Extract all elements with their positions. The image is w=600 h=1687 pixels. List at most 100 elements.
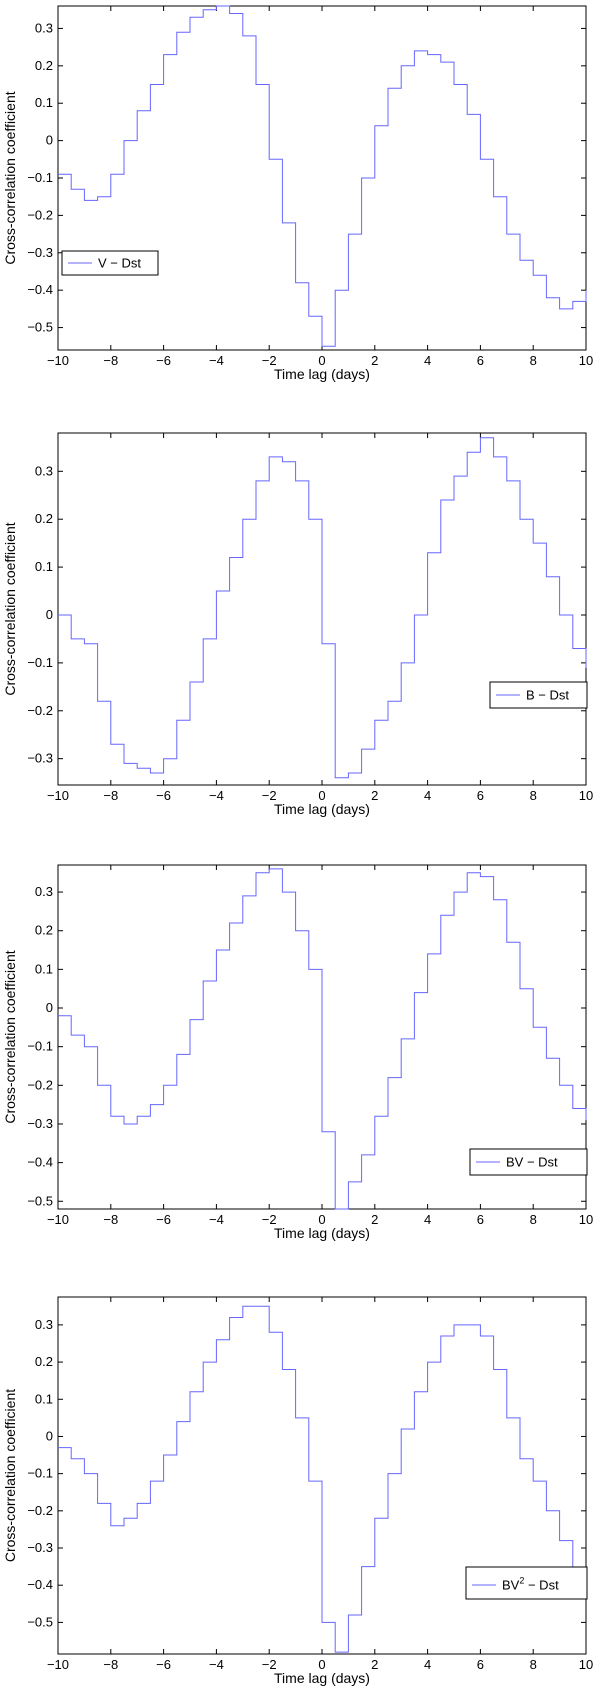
x-axis-label: Time lag (days) xyxy=(274,366,370,382)
y-tick-label: −0.4 xyxy=(27,282,53,297)
y-tick-label: −0.5 xyxy=(27,1614,53,1629)
y-tick-label: −0.2 xyxy=(27,207,53,222)
legend: B − Dst xyxy=(489,681,588,709)
y-tick-label: 0.3 xyxy=(35,463,53,478)
x-tick-label: −10 xyxy=(47,1657,69,1672)
x-tick-label: −4 xyxy=(209,1657,224,1672)
x-tick-label: −2 xyxy=(262,353,277,368)
x-tick-label: 0 xyxy=(318,1657,325,1672)
x-tick-label: 10 xyxy=(579,1212,593,1227)
y-tick-label: 0.2 xyxy=(35,923,53,938)
y-tick-label: 0.3 xyxy=(35,20,53,35)
y-tick-label: 0.3 xyxy=(35,1317,53,1332)
x-tick-label: −10 xyxy=(47,788,69,803)
x-tick-label: −8 xyxy=(103,1657,118,1672)
x-tick-label: 4 xyxy=(424,1212,431,1227)
y-tick-label: 0 xyxy=(46,607,53,622)
y-tick-label: 0.3 xyxy=(35,884,53,899)
y-tick-label: 0 xyxy=(46,1000,53,1015)
chart-panel-4: −10 −8 −6 −4 −2 0 2 4 6 8 10 −0.5 −0.4 −0.3 −0.2 −0.1 0 0… xyxy=(2,1296,593,1686)
y-tick-label: 0.1 xyxy=(35,559,53,574)
y-tick-label: −0.1 xyxy=(27,1039,53,1054)
series-line xyxy=(58,868,587,1210)
x-tick-label: 8 xyxy=(530,1657,537,1672)
y-axis-label: Cross-correlation coefficient xyxy=(2,91,18,264)
y-tick-label: 0.2 xyxy=(35,1354,53,1369)
x-tick-label: 6 xyxy=(477,788,484,803)
chart-panel-1: −10 −8 −6 −4 −2 0 2 4 6 8 10 −0.5 −0.4 −0.3 −0.2 −0.1 0 0… xyxy=(2,5,593,382)
series-line xyxy=(58,5,587,347)
y-tick-label: 0 xyxy=(46,1428,53,1443)
y-axis-label: Cross-correlation coefficient xyxy=(2,950,18,1123)
x-tick-label: 0 xyxy=(318,788,325,803)
x-tick-label: 4 xyxy=(424,1657,431,1672)
y-tick-label: 0.1 xyxy=(35,95,53,110)
x-tick-label: −2 xyxy=(262,788,277,803)
y-tick-label: −0.1 xyxy=(27,655,53,670)
x-tick-label: 0 xyxy=(318,353,325,368)
x-tick-label: 6 xyxy=(477,1212,484,1227)
x-tick-label: 8 xyxy=(530,788,537,803)
x-tick-label: −10 xyxy=(47,353,69,368)
x-axis-label: Time lag (days) xyxy=(274,801,370,817)
x-tick-label: −6 xyxy=(156,1212,171,1227)
y-tick-label: −0.4 xyxy=(27,1155,53,1170)
y-tick-label: −0.5 xyxy=(27,320,53,335)
x-tick-label: −8 xyxy=(103,353,118,368)
y-tick-label: −0.1 xyxy=(27,170,53,185)
chart-panel-2: −10 −8 −6 −4 −2 0 2 4 6 8 10 −0.3 −0.2 −0.1 0 0.1 0.2 0.3… xyxy=(2,432,593,817)
x-tick-label: −8 xyxy=(103,1212,118,1227)
legend-label-suffix: − Dst xyxy=(524,1578,559,1593)
legend: BV2 − Dst xyxy=(465,1566,588,1600)
x-tick-label: 10 xyxy=(579,788,593,803)
x-tick-label: 8 xyxy=(530,353,537,368)
x-tick-label: −6 xyxy=(156,353,171,368)
x-tick-label: −2 xyxy=(262,1657,277,1672)
x-tick-label: 2 xyxy=(371,1657,378,1672)
y-axis-label: Cross-correlation coefficient xyxy=(2,1389,18,1562)
y-tick-label: −0.3 xyxy=(27,1116,53,1131)
legend-label-superscript: 2 xyxy=(519,1576,524,1586)
x-tick-label: 6 xyxy=(477,1657,484,1672)
x-tick-label: 2 xyxy=(371,788,378,803)
legend-label: BV − Dst xyxy=(506,1155,558,1170)
y-tick-label: 0.1 xyxy=(35,961,53,976)
y-tick-label: 0.2 xyxy=(35,58,53,73)
legend-label: BV2 − Dst xyxy=(502,1576,559,1593)
plot-frame xyxy=(57,5,587,351)
x-tick-label: −4 xyxy=(209,1212,224,1227)
y-tick-label: −0.5 xyxy=(27,1193,53,1208)
legend: BV − Dst xyxy=(469,1148,588,1176)
series-line xyxy=(58,437,587,779)
x-tick-label: 2 xyxy=(371,1212,378,1227)
x-tick-label: −8 xyxy=(103,788,118,803)
x-tick-label: 10 xyxy=(579,1657,593,1672)
x-tick-label: −4 xyxy=(209,353,224,368)
x-tick-label: −10 xyxy=(47,1212,69,1227)
y-tick-label: −0.2 xyxy=(27,703,53,718)
x-tick-label: −4 xyxy=(209,788,224,803)
x-tick-label: 4 xyxy=(424,353,431,368)
y-tick-label: −0.3 xyxy=(27,751,53,766)
x-tick-label: −2 xyxy=(262,1212,277,1227)
legend-label: V − Dst xyxy=(98,256,141,271)
x-tick-label: 10 xyxy=(579,353,593,368)
legend-box xyxy=(465,1566,588,1600)
x-axis-label: Time lag (days) xyxy=(274,1225,370,1241)
y-axis-label: Cross-correlation coefficient xyxy=(2,522,18,695)
legend-label: B − Dst xyxy=(526,688,569,703)
y-tick-label: 0.2 xyxy=(35,511,53,526)
y-tick-label: −0.2 xyxy=(27,1077,53,1092)
chart-panel-3: −10 −8 −6 −4 −2 0 2 4 6 8 10 −0.5 −0.4 −0.3 −0.2 −0.1 0 0… xyxy=(2,864,593,1241)
x-tick-label: 8 xyxy=(530,1212,537,1227)
y-tick-label: −0.3 xyxy=(27,1540,53,1555)
x-tick-label: 2 xyxy=(371,353,378,368)
y-tick-label: −0.3 xyxy=(27,245,53,260)
x-tick-label: 4 xyxy=(424,788,431,803)
series-line xyxy=(58,1305,587,1653)
y-tick-label: −0.2 xyxy=(27,1503,53,1518)
y-tick-label: −0.4 xyxy=(27,1577,53,1592)
y-tick-label: 0 xyxy=(46,133,53,148)
x-tick-label: 6 xyxy=(477,353,484,368)
